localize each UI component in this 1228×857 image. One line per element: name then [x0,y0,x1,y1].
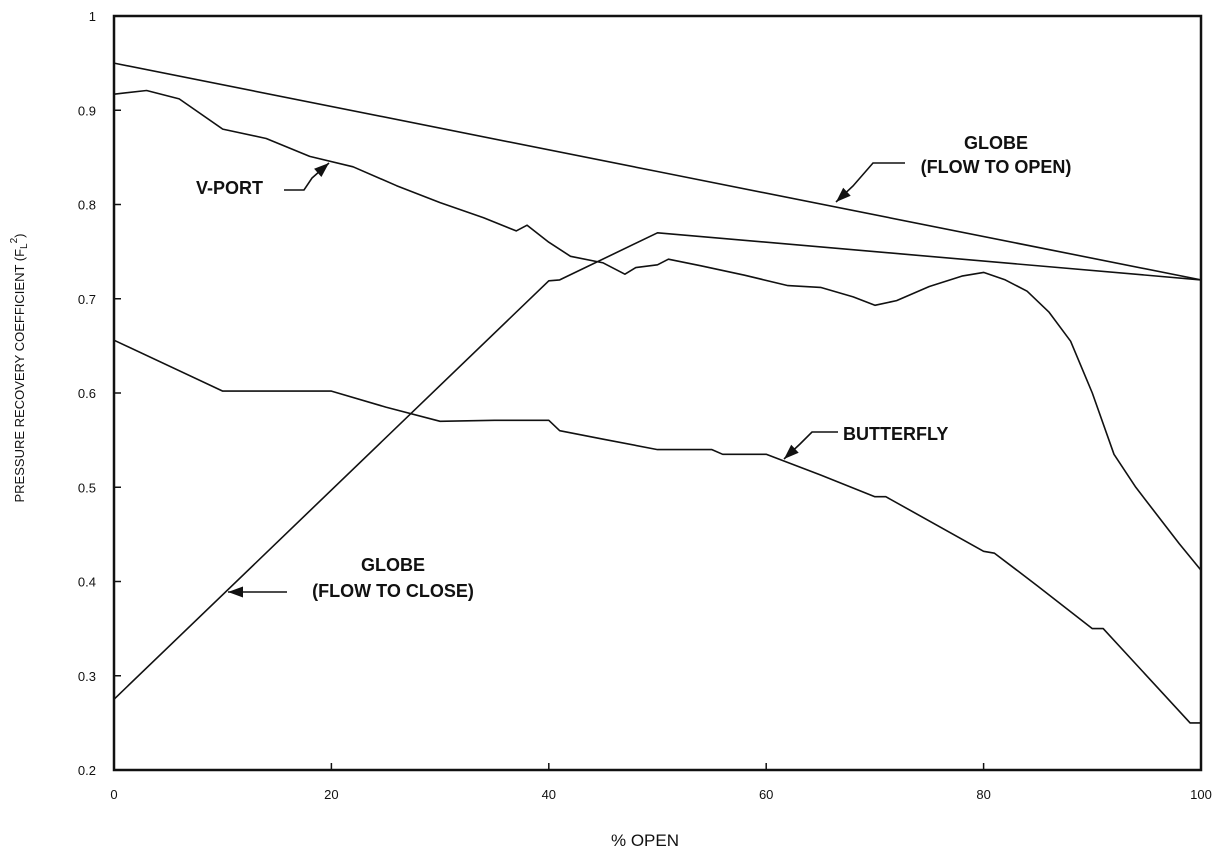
y-axis-title: PRESSURE RECOVERY COEFFICIENT (FL2) [9,233,30,502]
x-axis-title: % OPEN [611,831,679,850]
y-tick-label: 0.7 [78,292,96,307]
x-tick-label: 80 [976,787,990,802]
annotation-group: V-PORT GLOBE (FLOW TO OPEN) BUTTERFLY GLOBE (… [196,133,1071,601]
y-axis-title-sup: 2 [9,237,20,243]
annotation-label-globe-open-line2: (FLOW TO OPEN) [921,157,1072,177]
annotation-vport: V-PORT [196,162,330,198]
series-line-globe-flow-to-close [113,232,1202,700]
plot-frame [112,14,1203,772]
y-tick-label: 0.4 [78,575,96,590]
x-tick-label: 60 [759,787,773,802]
y-tick-label: 0.9 [78,103,96,118]
annotation-globe-open: GLOBE (FLOW TO OPEN) [835,133,1072,203]
series-group [113,62,1202,724]
annotation-globe-close: GLOBE (FLOW TO CLOSE) [228,555,474,601]
y-tick-label: 0.3 [78,669,96,684]
y-tick-label: 0.8 [78,198,96,213]
x-tick-label: 100 [1190,787,1212,802]
y-axis-title-main: PRESSURE RECOVERY COEFFICIENT (F [12,249,27,503]
x-tick-label: 40 [542,787,556,802]
annotation-label-vport-line1: V-PORT [196,178,263,198]
annotation-label-globe-close-line1: GLOBE [361,555,425,575]
y-axis-title-end: ) [12,233,27,237]
annotation-label-butterfly-line1: BUTTERFLY [843,424,948,444]
y-tick-label: 0.5 [78,480,96,495]
annotation-label-globe-close-line2: (FLOW TO CLOSE) [312,581,474,601]
x-tick-label: 0 [110,787,117,802]
series-line-globe-flow-to-open [113,62,1202,281]
y-tick-label: 0.6 [78,386,96,401]
annotation-label-globe-open-line1: GLOBE [964,133,1028,153]
arrowhead-vport [314,163,329,177]
arrowhead-butterfly [784,444,799,459]
y-tick-label: 0.2 [78,763,96,778]
arrowhead-globe-open [836,187,851,202]
x-tick-label: 20 [324,787,338,802]
y-axis: 0.2 0.3 0.4 0.5 0.6 0.7 0.8 0.9 1 [78,9,121,778]
arrowhead-globe-close [228,586,243,598]
series-line-butterfly [113,339,1201,724]
annotation-butterfly: BUTTERFLY [783,424,948,460]
y-tick-label: 1 [89,9,96,24]
x-axis: 0 20 40 60 80 100 [110,763,1212,802]
y-axis-title-sub: L [19,243,30,249]
series-line-v-port [113,89,1202,571]
